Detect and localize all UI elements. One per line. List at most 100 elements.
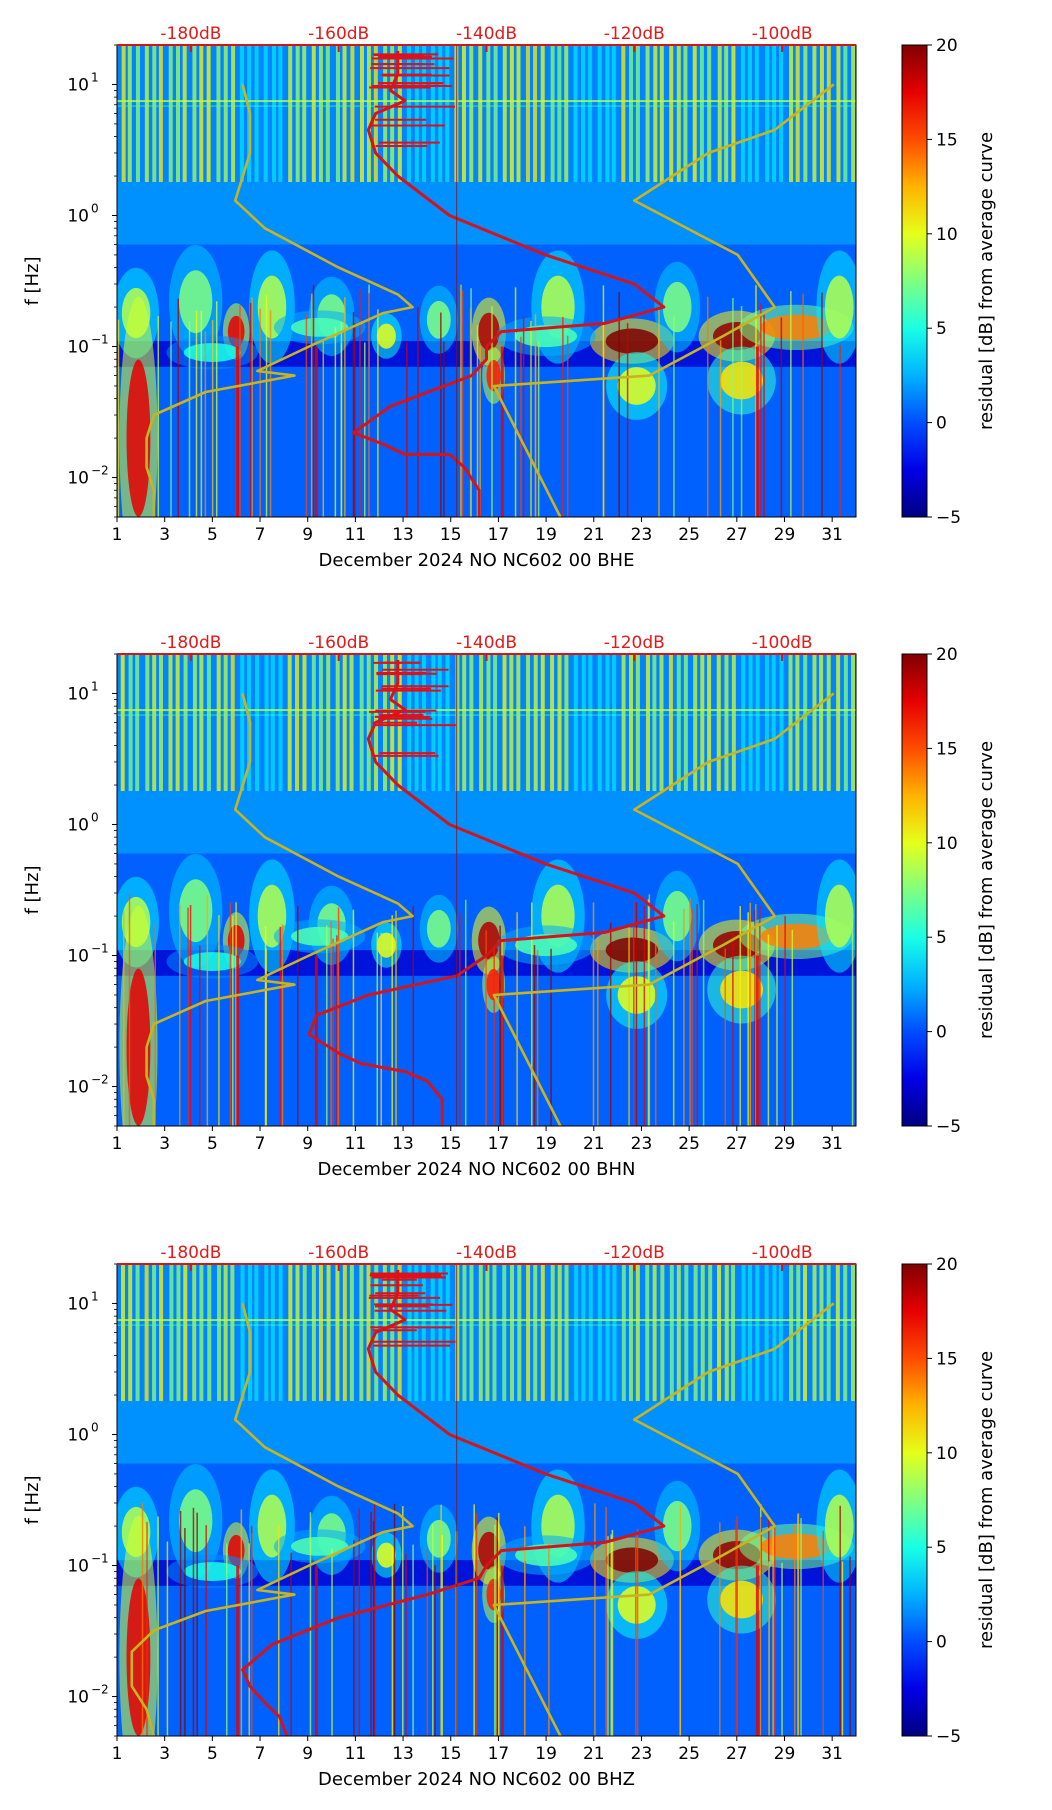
day-stripe <box>486 45 491 183</box>
x-tick-label: 25 <box>678 1134 700 1154</box>
heatmap-area <box>117 1264 856 1736</box>
day-stripe <box>764 1264 769 1402</box>
y-tick-exponent: −1 <box>91 333 109 347</box>
day-stripe <box>581 654 586 792</box>
x-tick-label: 7 <box>255 1134 266 1154</box>
db-tick-label: -140dB <box>456 633 517 653</box>
day-stripe <box>216 45 221 183</box>
day-stripe <box>628 1264 633 1402</box>
day-stripe <box>318 45 323 183</box>
transient-line <box>440 312 442 517</box>
day-stripe <box>158 654 163 792</box>
transient-line <box>146 1521 148 1736</box>
day-stripe <box>683 654 688 792</box>
day-stripe <box>230 1264 235 1402</box>
db-tick-label: -120dB <box>604 633 665 653</box>
y-tick-label: 10 <box>67 1688 89 1708</box>
day-stripe <box>485 1264 490 1402</box>
day-stripe <box>278 45 283 183</box>
transient-line <box>352 312 355 517</box>
noise-model-curve <box>145 693 414 1126</box>
day-stripe <box>469 1264 474 1402</box>
noise-psd-curve <box>352 51 666 517</box>
transient-line <box>618 292 620 517</box>
day-stripe <box>183 654 188 792</box>
day-stripe <box>240 654 245 792</box>
transient-line <box>432 1524 434 1736</box>
day-stripe <box>754 45 759 183</box>
day-stripe <box>533 654 538 792</box>
day-stripe <box>778 1264 783 1402</box>
transient-line <box>736 1515 738 1736</box>
colorbar-gradient <box>901 44 928 518</box>
transient-line <box>352 909 355 1126</box>
day-stripe <box>676 1264 681 1402</box>
y-tick-exponent: 0 <box>91 1420 99 1434</box>
day-stripe <box>700 654 705 792</box>
day-stripe <box>207 1264 212 1402</box>
day-stripe <box>851 45 856 183</box>
day-stripe <box>335 654 340 792</box>
day-stripe <box>731 1264 736 1402</box>
transient-line <box>797 1513 800 1736</box>
transient-line <box>179 1510 182 1736</box>
day-stripe <box>803 45 808 183</box>
day-stripe <box>431 654 436 792</box>
transient-line <box>537 341 540 517</box>
transient-line <box>780 317 783 517</box>
transient-line <box>566 335 569 517</box>
x-tick-label: 7 <box>255 525 266 545</box>
day-stripe <box>699 45 704 183</box>
x-tick-label: 29 <box>774 525 796 545</box>
transient-line <box>516 912 518 1126</box>
x-tick-label: 15 <box>440 525 462 545</box>
transient-line <box>491 306 493 517</box>
day-stripe <box>693 1264 698 1402</box>
day-stripe <box>676 654 681 792</box>
day-stripe <box>772 45 777 183</box>
day-stripe <box>445 1264 450 1402</box>
band-secondary-microseism <box>117 182 856 245</box>
transient-line <box>179 904 181 1126</box>
storm-blob <box>486 359 501 392</box>
storm-blob <box>605 1547 659 1573</box>
transient-line <box>461 290 464 517</box>
tone-line <box>117 105 856 107</box>
transient-line <box>204 331 207 517</box>
day-stripe <box>819 45 824 183</box>
x-axis-label: December 2024 NO NC602 00 BHN <box>317 1159 635 1180</box>
day-stripe <box>175 45 180 183</box>
day-stripe <box>724 45 729 183</box>
day-stripe <box>121 45 126 183</box>
transient-line <box>250 1526 253 1736</box>
day-stripe <box>533 1264 538 1402</box>
day-stripe <box>611 45 616 183</box>
day-stripe <box>755 1264 760 1402</box>
transient-line <box>683 908 685 1126</box>
day-stripe <box>707 45 712 183</box>
day-stripe <box>223 1264 228 1402</box>
transient-line <box>377 309 379 517</box>
day-stripe <box>182 45 187 183</box>
tone-line <box>117 100 856 103</box>
transient-line <box>206 894 209 1126</box>
heatmap-area <box>117 45 856 517</box>
storm-blob <box>376 323 396 349</box>
transient-line <box>166 1541 169 1736</box>
transient-line <box>851 923 854 1126</box>
transient-line <box>232 915 234 1126</box>
transient-line <box>310 293 313 517</box>
day-stripe <box>486 654 491 792</box>
day-stripe <box>550 45 555 183</box>
transient-line <box>290 1552 292 1736</box>
day-stripe <box>421 1264 426 1402</box>
y-tick-exponent: −1 <box>91 942 109 956</box>
db-tick-label: -180dB <box>160 633 221 653</box>
day-stripe <box>502 45 507 183</box>
day-stripe <box>144 1264 149 1402</box>
transient-line <box>370 1512 372 1736</box>
transient-line <box>187 907 189 1126</box>
transient-line <box>157 1516 159 1736</box>
